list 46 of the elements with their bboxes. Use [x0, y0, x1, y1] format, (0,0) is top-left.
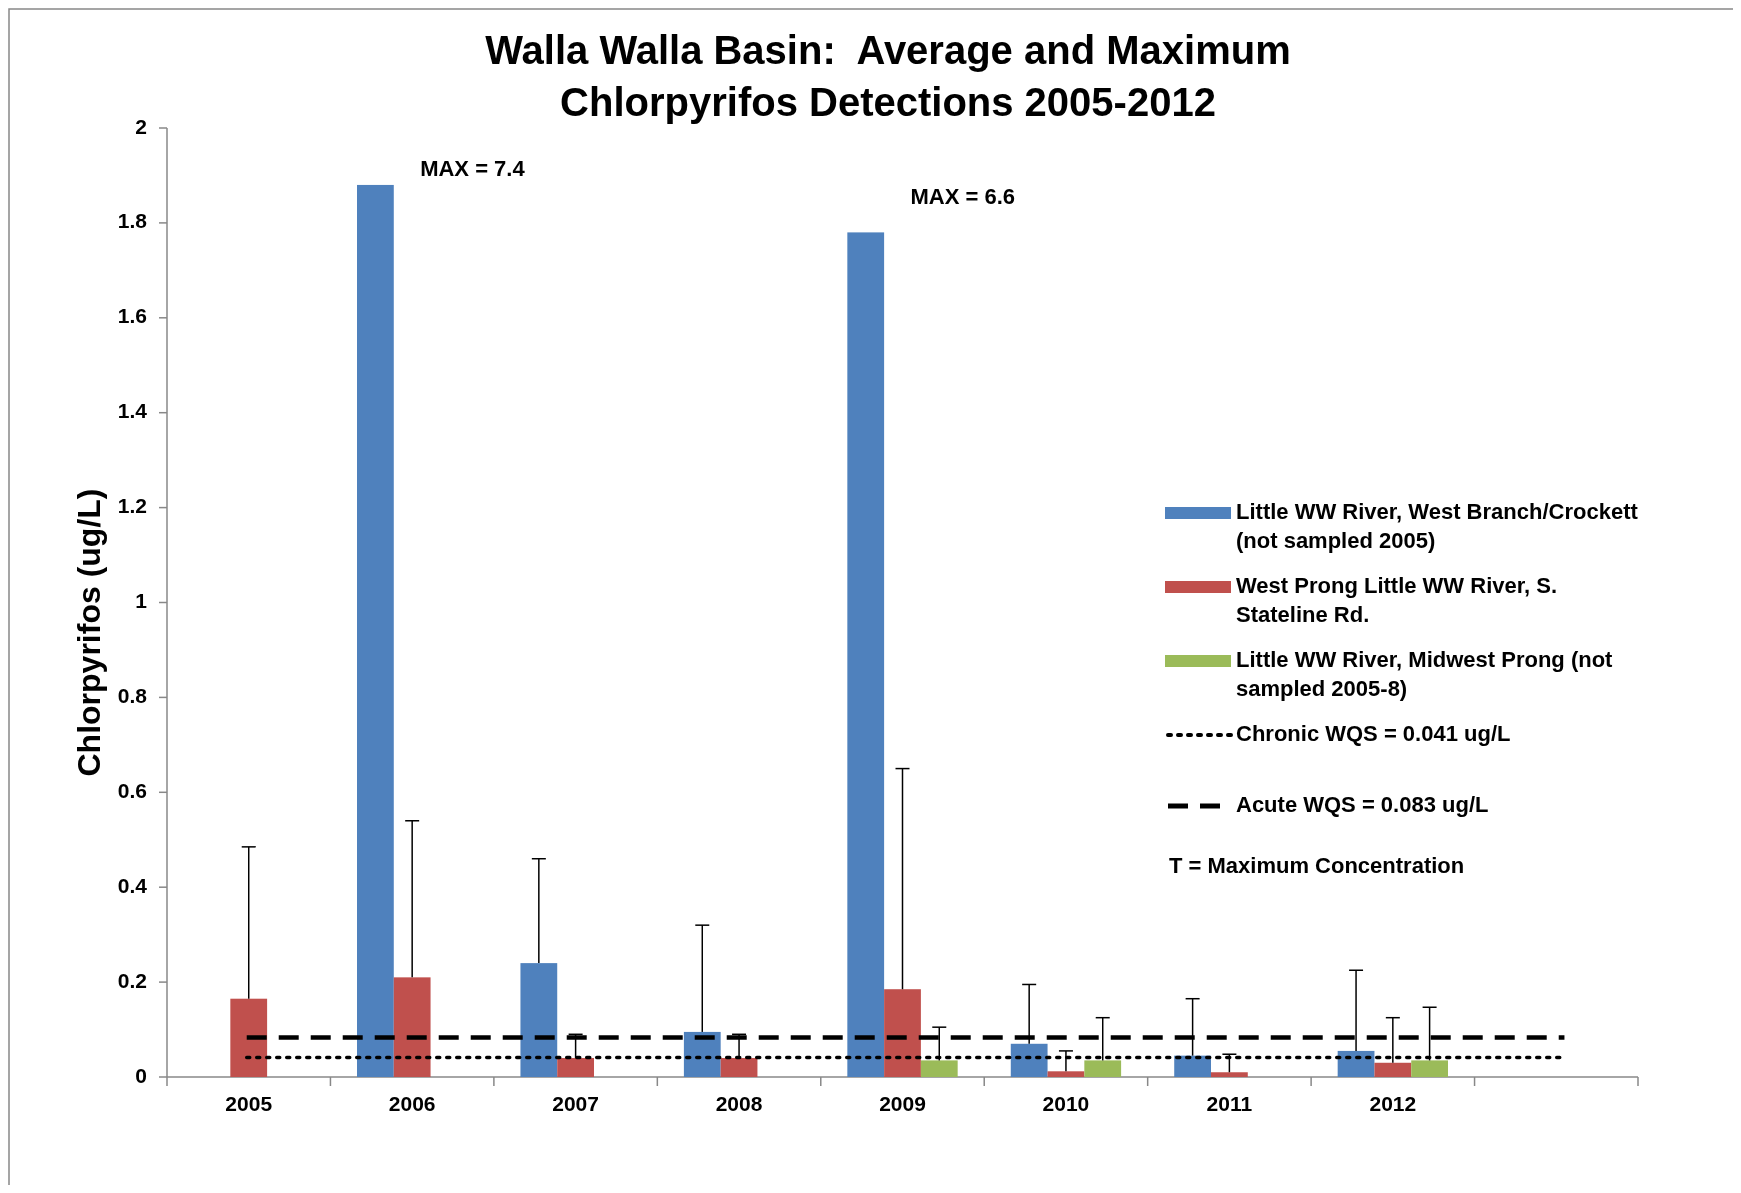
x-tick-label: 2005	[225, 1092, 273, 1115]
bar	[720, 1058, 758, 1077]
y-tick-label: 0.4	[117, 873, 148, 897]
bar	[357, 184, 394, 1077]
y-tick-label: 1.8	[117, 209, 148, 233]
annotation: MAX = 7.4	[420, 156, 526, 181]
chart-title: Walla Walla Basin: Average and Maximum Chlorpyrifos Detections 2005-2012	[485, 28, 1291, 124]
x-tick-label: 2008	[715, 1092, 763, 1115]
x-tick-label: 2007	[552, 1092, 599, 1115]
bar	[1010, 1043, 1048, 1077]
bar	[884, 989, 921, 1077]
y-tick-label: 0	[135, 1063, 147, 1087]
legend-label: West Prong Little WW River, S. Stateline Rd.	[1236, 572, 1558, 627]
legend-label: Acute WQS = 0.083 ug/L	[1236, 791, 1489, 817]
bar	[1047, 1071, 1085, 1077]
bar	[1084, 1060, 1122, 1077]
y-tick-label: 0.2	[117, 968, 147, 992]
y-tick-label: 1	[135, 589, 148, 613]
x-tick-label: 2010	[1042, 1092, 1090, 1115]
bar	[1211, 1072, 1248, 1077]
bar	[230, 998, 268, 1077]
bar	[520, 963, 558, 1077]
legend-label: Little WW River, West Branch/Crockett (not sampled 2005)	[1236, 498, 1639, 553]
bar	[1337, 1050, 1375, 1077]
annotation: MAX = 6.6	[910, 184, 1016, 209]
bar	[1374, 1062, 1412, 1077]
x-tick-label: 2012	[1369, 1092, 1417, 1115]
x-tick-label: 2006	[388, 1092, 436, 1115]
bar	[847, 232, 885, 1077]
legend-label: Little WW River, Midwest Prong (not sampled 2005-8)	[1236, 646, 1614, 701]
y-tick-label: 2	[135, 114, 147, 138]
annotation: T = Maximum Concentration	[1169, 852, 1465, 878]
y-tick-label: 1.2	[117, 494, 147, 518]
bar	[1411, 1060, 1448, 1077]
x-tick-label: 2009	[879, 1092, 926, 1115]
y-tick-label: 1.6	[117, 304, 147, 328]
y-tick-label: 0.6	[117, 778, 147, 802]
bar	[557, 1058, 594, 1077]
y-tick-label: 0.8	[117, 683, 148, 707]
bar	[393, 977, 431, 1077]
y-tick-label: 1.4	[117, 399, 148, 423]
y-axis-title: Chlorpyrifos (ug/L)	[71, 488, 107, 777]
bar	[920, 1060, 958, 1077]
bar	[1174, 1055, 1212, 1077]
x-tick-label: 2011	[1206, 1092, 1253, 1115]
legend-label: Chronic WQS = 0.041 ug/L	[1236, 720, 1511, 746]
